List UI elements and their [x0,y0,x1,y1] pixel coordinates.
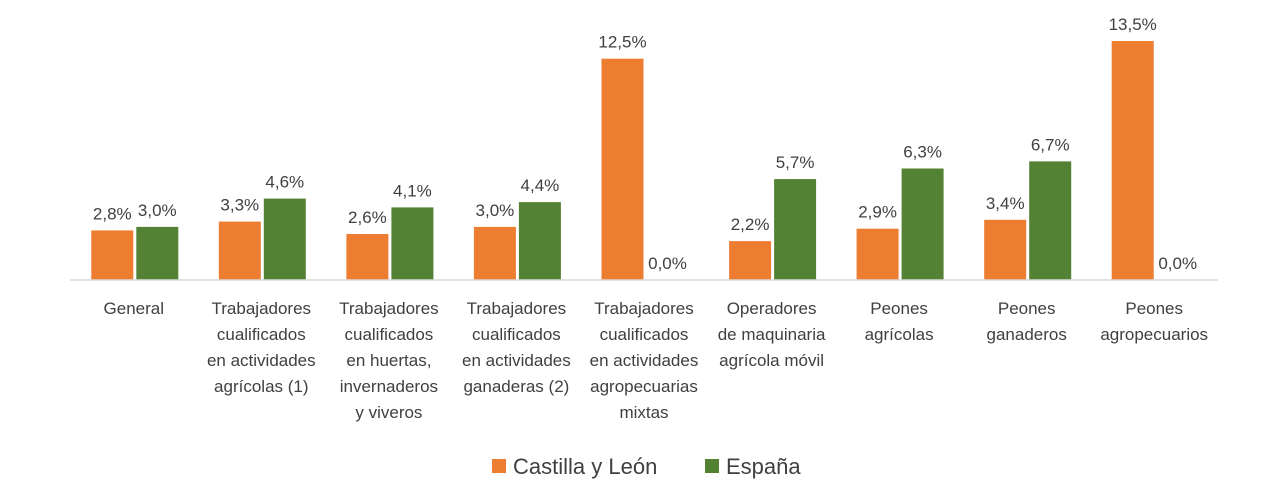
category-label-3-line-2: cualificados [344,325,433,344]
legend-label-espana: España [726,454,801,479]
category-label-5-line-3: en actividades [590,351,699,370]
category-label-5-line-5: mixtas [619,403,668,422]
bar-espana-7 [901,168,944,280]
category-label-5-line-2: cualificados [600,325,689,344]
bars-group [91,41,1154,281]
category-label-9-line-1: Peones [1125,299,1183,318]
data-label-espana-5: 0,0% [648,254,687,273]
category-label-3-line-4: invernaderos [340,377,438,396]
category-label-7-line-2: agrícolas [865,325,934,344]
data-label-castilla-y-leon-9: 13,5% [1109,15,1157,34]
category-label-6-line-1: Operadores [727,299,817,318]
category-label-6-line-3: agrícola móvil [719,351,824,370]
data-label-castilla-y-leon-1: 2,8% [93,204,132,223]
category-label-4-line-3: en actividades [462,351,571,370]
bar-castilla-y-leon-2 [218,221,261,280]
category-label-2-line-4: agrícolas (1) [214,377,308,396]
legend-label-castilla-y-leon: Castilla y León [513,454,657,479]
category-label-1-line-1: General [104,299,164,318]
bar-castilla-y-leon-6 [729,241,772,280]
category-label-5-line-4: agropecuarias [590,377,698,396]
bar-espana-6 [774,179,817,280]
data-label-castilla-y-leon-2: 3,3% [220,196,259,215]
category-label-2-line-2: cualificados [217,325,306,344]
data-label-castilla-y-leon-5: 12,5% [598,33,646,52]
bar-castilla-y-leon-4 [473,226,516,280]
bar-espana-3 [391,207,434,280]
data-label-castilla-y-leon-8: 3,4% [986,194,1025,213]
category-label-8-line-2: ganaderos [987,325,1067,344]
data-label-espana-7: 6,3% [903,143,942,162]
category-label-3-line-1: Trabajadores [339,299,439,318]
bar-castilla-y-leon-1 [91,230,134,280]
data-label-castilla-y-leon-3: 2,6% [348,208,387,227]
data-label-castilla-y-leon-4: 3,0% [476,201,515,220]
category-labels-group: General Trabajadores cualificados en activi… [104,299,1209,422]
legend-swatch-espana [705,459,719,473]
category-label-3-line-5: y viveros [355,403,422,422]
category-label-8-line-1: Peones [998,299,1056,318]
bar-espana-2 [263,198,306,280]
category-label-2-line-1: Trabajadores [212,299,312,318]
data-label-espana-4: 4,4% [521,176,560,195]
category-label-6-line-2: de maquinaria [718,325,826,344]
bar-castilla-y-leon-5 [601,58,644,281]
legend-swatch-castilla-y-leon [492,459,506,473]
category-label-4-line-4: ganaderas (2) [463,377,569,396]
data-label-espana-1: 3,0% [138,201,177,220]
category-label-3-line-3: en huertas, [346,351,431,370]
bar-espana-1 [136,226,179,280]
bar-castilla-y-leon-9 [1111,41,1154,280]
data-label-castilla-y-leon-7: 2,9% [858,203,897,222]
value-labels-group: 2,8% 3,0% 3,3% 4,6% 2,6% 4,1% 3,0% 4,4% 12,5% 0,0… [93,15,1197,273]
category-label-9-line-2: agropecuarios [1100,325,1208,344]
bar-castilla-y-leon-3 [346,234,389,280]
data-label-espana-2: 4,6% [265,173,304,192]
data-label-espana-8: 6,7% [1031,135,1070,154]
data-label-espana-6: 5,7% [776,153,815,172]
category-label-5-line-1: Trabajadores [594,299,694,318]
bar-castilla-y-leon-7 [856,228,899,280]
data-label-espana-3: 4,1% [393,181,432,200]
legend: Castilla y León España [492,454,801,479]
category-label-4-line-2: cualificados [472,325,561,344]
bar-castilla-y-leon-8 [984,219,1027,280]
category-label-2-line-3: en actividades [207,351,316,370]
data-label-castilla-y-leon-6: 2,2% [731,215,770,234]
bar-espana-4 [518,202,561,280]
category-label-4-line-1: Trabajadores [467,299,567,318]
data-label-espana-9: 0,0% [1158,254,1197,273]
bar-espana-8 [1029,161,1072,280]
category-label-7-line-1: Peones [870,299,928,318]
